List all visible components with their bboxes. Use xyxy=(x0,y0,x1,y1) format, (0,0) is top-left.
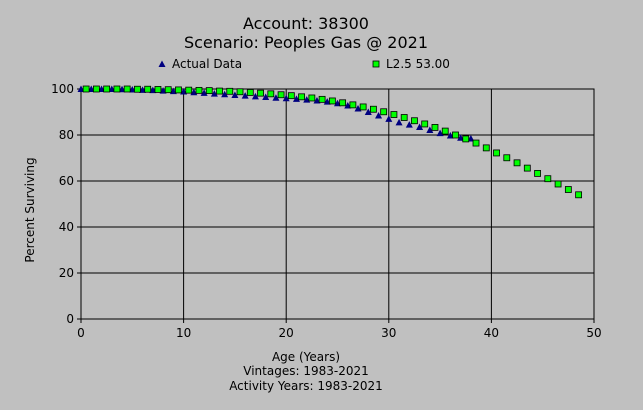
actual-point xyxy=(210,90,218,97)
model-point xyxy=(544,175,552,183)
model-point xyxy=(318,95,326,103)
model-point xyxy=(287,92,295,100)
model-point xyxy=(185,86,193,94)
model-point xyxy=(534,170,541,177)
actual-point xyxy=(221,90,229,98)
model-point xyxy=(216,87,223,95)
model-point xyxy=(246,89,254,96)
model-point xyxy=(154,86,162,93)
model-point xyxy=(164,86,172,94)
y-tick-label: 20 xyxy=(59,266,74,280)
model-point xyxy=(236,88,244,96)
model-point xyxy=(380,108,388,116)
model-point xyxy=(441,127,449,135)
actual-point xyxy=(426,126,434,133)
y-tick-label: 60 xyxy=(59,174,74,188)
footnote-vintages: Vintages: 1983-2021 xyxy=(243,364,368,378)
actual-point xyxy=(375,111,383,119)
model-point xyxy=(575,191,583,199)
legend: Actual Data L2.5 53.00 xyxy=(158,57,450,71)
model-point xyxy=(257,89,264,97)
x-axis-label: Age (Years) xyxy=(272,350,340,364)
model-point xyxy=(493,149,500,157)
legend-square-icon xyxy=(372,60,380,68)
model-point xyxy=(123,85,131,93)
actual-point xyxy=(395,118,403,126)
actual-point xyxy=(200,89,208,96)
legend-label: L2.5 53.00 xyxy=(386,57,450,71)
y-tick-label: 40 xyxy=(59,220,74,234)
actual-point xyxy=(231,91,239,98)
model-point xyxy=(267,90,275,98)
model-point xyxy=(328,97,336,105)
model-point xyxy=(92,85,100,93)
actual-point xyxy=(241,92,249,99)
model-point xyxy=(411,117,418,125)
model-point xyxy=(298,93,305,101)
x-tick-label: 0 xyxy=(77,326,85,340)
actual-point xyxy=(262,93,270,101)
y-tick-label: 0 xyxy=(66,312,74,326)
chart-subtitle: Scenario: Peoples Gas @ 2021 xyxy=(184,33,428,52)
model-point xyxy=(339,99,347,107)
actual-point xyxy=(416,123,424,130)
y-tick-label: 100 xyxy=(51,82,74,96)
actual-point xyxy=(272,94,280,101)
model-point xyxy=(482,144,490,152)
model-point xyxy=(226,87,234,95)
x-tick-label: 40 xyxy=(484,326,499,340)
model-point xyxy=(144,85,152,93)
x-tick-label: 30 xyxy=(381,326,396,340)
x-tick-label: 50 xyxy=(586,326,601,340)
model-point xyxy=(370,105,377,113)
model-point xyxy=(554,180,562,188)
actual-point xyxy=(385,115,393,122)
model-point xyxy=(472,139,480,147)
y-tick-label: 80 xyxy=(59,128,74,142)
model-point xyxy=(400,114,408,121)
legend-label: Actual Data xyxy=(172,57,242,71)
data-points xyxy=(77,85,583,199)
model-point xyxy=(503,154,511,162)
chart-title: Account: 38300 xyxy=(243,14,369,33)
actual-point xyxy=(282,94,290,102)
y-axis-label: Percent Surviving xyxy=(23,157,37,262)
plot-area xyxy=(80,88,595,320)
x-tick-label: 10 xyxy=(176,326,191,340)
model-point xyxy=(513,159,521,167)
model-point xyxy=(205,87,213,95)
model-point xyxy=(462,135,470,143)
model-point xyxy=(523,164,531,172)
actual-point xyxy=(364,108,372,115)
model-point xyxy=(390,111,398,118)
model-point xyxy=(452,131,459,139)
model-point xyxy=(308,94,316,102)
model-point xyxy=(195,86,203,94)
model-point xyxy=(277,91,285,99)
model-point xyxy=(134,85,141,93)
model-point xyxy=(113,85,121,93)
actual-point xyxy=(251,92,259,100)
model-point xyxy=(103,85,111,93)
actual-point xyxy=(292,95,300,102)
model-point xyxy=(82,85,90,93)
x-tick-label: 20 xyxy=(279,326,294,340)
model-point xyxy=(349,101,357,109)
legend-triangle-icon xyxy=(158,60,166,67)
y-axis-ticks: 0 20 40 60 80 100 xyxy=(51,82,81,326)
footnote-activity-years: Activity Years: 1983-2021 xyxy=(229,379,383,393)
actual-point xyxy=(436,129,444,137)
model-point xyxy=(175,86,182,94)
model-point xyxy=(431,124,439,131)
model-point xyxy=(359,103,367,111)
model-point xyxy=(421,120,429,128)
x-axis-ticks: 0 10 20 30 40 50 xyxy=(77,319,602,340)
actual-point xyxy=(405,121,413,128)
model-point xyxy=(564,186,572,193)
grid-lines xyxy=(81,89,594,319)
